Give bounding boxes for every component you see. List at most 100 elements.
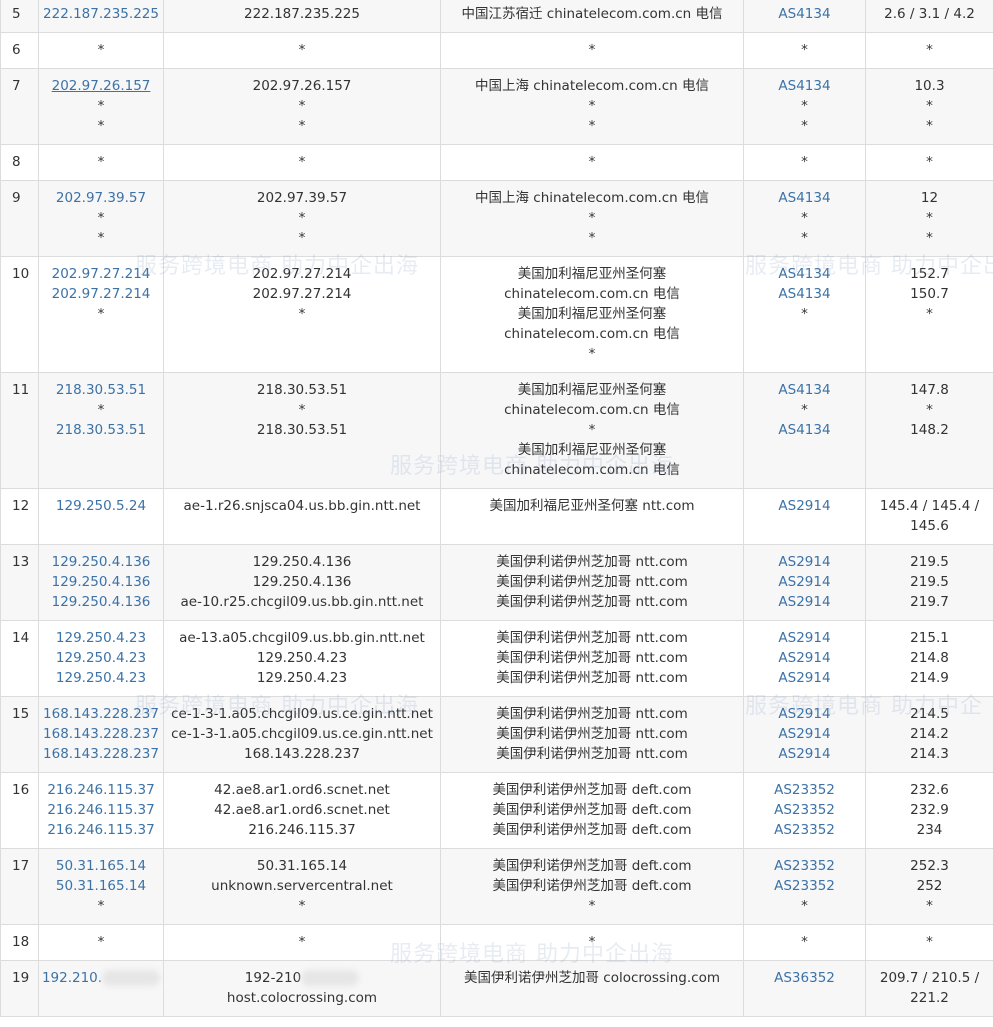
ip-link[interactable]: 50.31.165.14 [41, 876, 161, 896]
ip-link[interactable]: 129.250.4.136 [41, 552, 161, 572]
hostname-cell: ae-13.a05.chcgil09.us.bb.gin.ntt.net 129.… [163, 620, 441, 697]
hop-row: 5 222.187.235.225 222.187.235.225 中国江苏宿迁 ch… [0, 0, 993, 33]
ip-link[interactable]: 202.97.27.214 [41, 284, 161, 304]
ip-cell: 202.97.27.214 202.97.27.214 * [38, 256, 164, 373]
timeout-marker: * [868, 932, 991, 952]
asn-link[interactable]: AS2914 [746, 744, 863, 764]
line-text: * [97, 98, 105, 114]
asn-cell: * [743, 144, 866, 181]
ip-link[interactable]: 202.97.39.57 [41, 188, 161, 208]
location-text: 美国加利福尼亚州圣何塞 [443, 380, 741, 400]
asn-link[interactable]: AS4134 [746, 420, 863, 440]
ip-link[interactable]: 168.143.228.237 [41, 724, 161, 744]
ip-link[interactable]: 222.187.235.225 [41, 4, 161, 24]
rtt-text: 214.3 [868, 744, 991, 764]
ip-link[interactable]: 218.30.53.51 [41, 380, 161, 400]
asn-link[interactable]: AS4134 [746, 264, 863, 284]
asn-cell: AS23352 AS23352 * [743, 848, 866, 925]
ip-link[interactable]: 129.250.4.23 [41, 628, 161, 648]
asn-link[interactable]: AS2914 [746, 592, 863, 612]
asn-link[interactable]: AS23352 [746, 856, 863, 876]
line-text: 202.97.26.157 [252, 78, 352, 94]
line-text: * [588, 934, 596, 950]
line-text: chinatelecom.com.cn 电信 [504, 402, 680, 418]
ip-link[interactable]: 168.143.228.237 [41, 704, 161, 724]
asn-link[interactable]: AS23352 [746, 800, 863, 820]
line-text: * [926, 154, 933, 170]
ip-link[interactable]: 168.143.228.237 [41, 744, 161, 764]
rtt-text: 232.6 [868, 780, 991, 800]
timeout-marker: * [41, 896, 161, 916]
timeout-marker: * [746, 40, 863, 60]
ip-link[interactable]: 129.250.4.136 [41, 572, 161, 592]
asn-link[interactable]: AS2914 [746, 704, 863, 724]
timeout-marker: * [41, 152, 161, 172]
line-text: * [298, 210, 306, 226]
asn-link[interactable]: AS23352 [746, 820, 863, 840]
ip-link[interactable]: 192.210. [41, 968, 161, 988]
line-text: AS36352 [774, 970, 835, 986]
ip-link[interactable]: 129.250.5.24 [41, 496, 161, 516]
ip-link[interactable]: 202.97.26.157 [41, 76, 161, 96]
asn-link[interactable]: AS23352 [746, 876, 863, 896]
asn-link[interactable]: AS4134 [746, 188, 863, 208]
hostname-text: 129.250.4.136 [166, 552, 438, 572]
asn-link[interactable]: AS2914 [746, 552, 863, 572]
asn-link[interactable]: AS4134 [746, 380, 863, 400]
ip-link[interactable]: 129.250.4.136 [41, 592, 161, 612]
timeout-marker: * [746, 400, 863, 420]
rtt-text: 214.8 [868, 648, 991, 668]
asn-link[interactable]: AS4134 [746, 4, 863, 24]
timeout-marker: * [868, 896, 991, 916]
line-text: 216.246.115.37 [47, 782, 155, 798]
asn-link[interactable]: AS36352 [746, 968, 863, 988]
ip-link[interactable]: 216.246.115.37 [41, 800, 161, 820]
line-text: * [298, 402, 306, 418]
rtt-cell: * [865, 924, 993, 961]
line-text: AS23352 [774, 802, 835, 818]
hop-row: 18 * * * * * [0, 924, 993, 961]
line-text: 129.250.4.23 [55, 630, 147, 646]
asn-link[interactable]: AS2914 [746, 628, 863, 648]
line-text: * [926, 306, 933, 322]
rtt-text: 214.5 [868, 704, 991, 724]
line-text: 202.97.26.157 [51, 78, 151, 94]
timeout-marker: * [746, 304, 863, 324]
line-text: 147.8 [910, 382, 949, 398]
ip-cell: 222.187.235.225 [38, 0, 164, 33]
ip-link[interactable]: 216.246.115.37 [41, 820, 161, 840]
line-text: 美国加利福尼亚州圣何塞 [517, 306, 667, 322]
line-text: * [298, 98, 306, 114]
ip-link[interactable]: 50.31.165.14 [41, 856, 161, 876]
hostname-text: ce-1-3-1.a05.chcgil09.us.ce.gin.ntt.net [166, 704, 438, 724]
location-text: 中国上海 chinatelecom.com.cn 电信 [443, 76, 741, 96]
line-text: 129.250.4.136 [252, 574, 352, 590]
asn-link[interactable]: AS2914 [746, 668, 863, 688]
asn-cell: AS4134 [743, 0, 866, 33]
asn-link[interactable]: AS4134 [746, 284, 863, 304]
ip-link[interactable]: 216.246.115.37 [41, 780, 161, 800]
asn-link[interactable]: AS2914 [746, 572, 863, 592]
timeout-marker: * [41, 96, 161, 116]
ip-link[interactable]: 218.30.53.51 [41, 420, 161, 440]
hop-row: 8 * * * * * [0, 144, 993, 181]
timeout-marker: * [166, 400, 438, 420]
ip-link[interactable]: 129.250.4.23 [41, 668, 161, 688]
line-text: AS4134 [778, 266, 831, 282]
asn-link[interactable]: AS2914 [746, 724, 863, 744]
line-text: * [97, 154, 105, 170]
line-text: 129.250.4.136 [51, 554, 151, 570]
ip-link[interactable]: 202.97.27.214 [41, 264, 161, 284]
asn-link[interactable]: AS2914 [746, 496, 863, 516]
rtt-text: 219.5 [868, 572, 991, 592]
timeout-marker: * [443, 152, 741, 172]
line-text: 50.31.165.14 [55, 858, 147, 874]
asn-link[interactable]: AS2914 [746, 648, 863, 668]
hostname-text: 222.187.235.225 [166, 4, 438, 24]
line-text: AS2914 [778, 594, 831, 610]
ip-link[interactable]: 129.250.4.23 [41, 648, 161, 668]
hop-row: 6 * * * * * [0, 32, 993, 69]
hop-number: 13 [0, 544, 39, 621]
asn-link[interactable]: AS23352 [746, 780, 863, 800]
asn-link[interactable]: AS4134 [746, 76, 863, 96]
